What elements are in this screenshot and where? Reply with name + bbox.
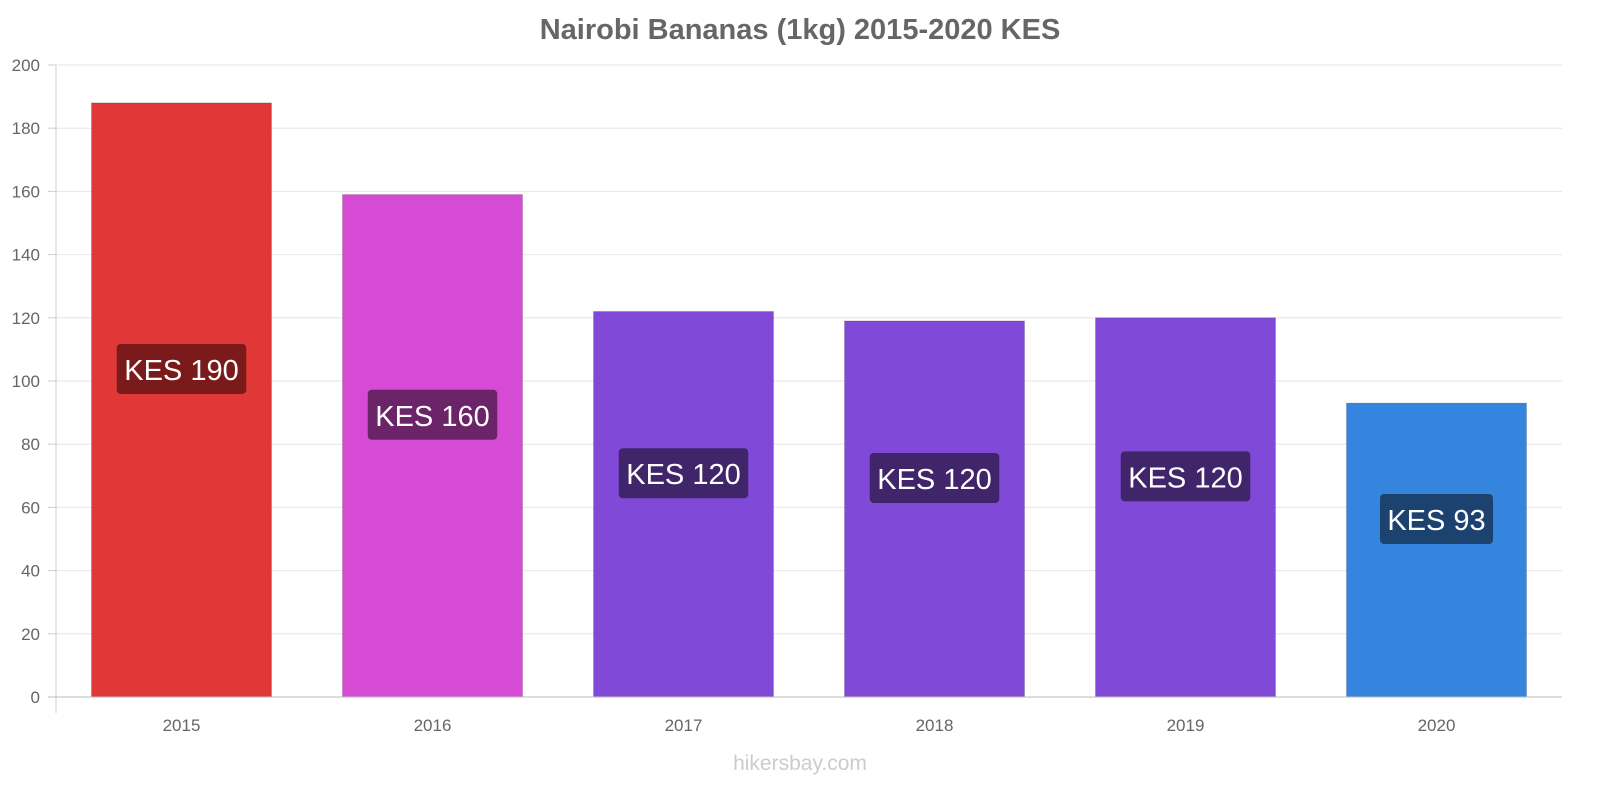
data-label-background: [618, 448, 749, 499]
data-label: KES 190: [124, 355, 238, 387]
x-tick-label: 2019: [1167, 716, 1205, 735]
data-label: KES 93: [1387, 505, 1485, 537]
y-tick-label: 20: [21, 625, 40, 644]
x-tick-label: 2017: [665, 716, 703, 735]
data-label-background: [367, 389, 498, 440]
y-tick-label: 0: [31, 688, 40, 707]
y-tick-label: 180: [12, 119, 40, 138]
bar-2016: [342, 194, 523, 698]
data-label-background: [869, 452, 1000, 503]
data-label-background: [116, 343, 247, 394]
watermark: hikersbay.com: [733, 752, 867, 775]
x-tick-label: 2020: [1418, 716, 1456, 735]
y-tick-label: 200: [12, 56, 40, 75]
data-label: KES 120: [1128, 462, 1242, 494]
chart-title: Nairobi Bananas (1kg) 2015-2020 KES: [539, 14, 1061, 46]
y-tick-label: 160: [12, 182, 40, 201]
bar-2019: [1095, 317, 1276, 698]
data-label: KES 160: [375, 401, 489, 433]
y-tick-label: 100: [12, 372, 40, 391]
x-tick-label: 2015: [163, 716, 201, 735]
bar-2017: [593, 310, 774, 698]
data-label: KES 120: [877, 464, 991, 496]
bar-2018: [844, 320, 1025, 698]
y-tick-label: 80: [21, 435, 40, 454]
x-tick-label: 2016: [414, 716, 452, 735]
y-tick-label: 40: [21, 562, 40, 581]
x-tick-label: 2018: [916, 716, 954, 735]
bar-2020: [1346, 402, 1527, 698]
data-label-background: [1380, 494, 1493, 545]
data-label: KES 120: [626, 459, 740, 491]
y-tick-label: 60: [21, 498, 40, 517]
y-tick-label: 140: [12, 246, 40, 265]
y-tick-label: 120: [12, 309, 40, 328]
data-label-background: [1120, 451, 1251, 502]
bar-2015: [91, 102, 272, 698]
